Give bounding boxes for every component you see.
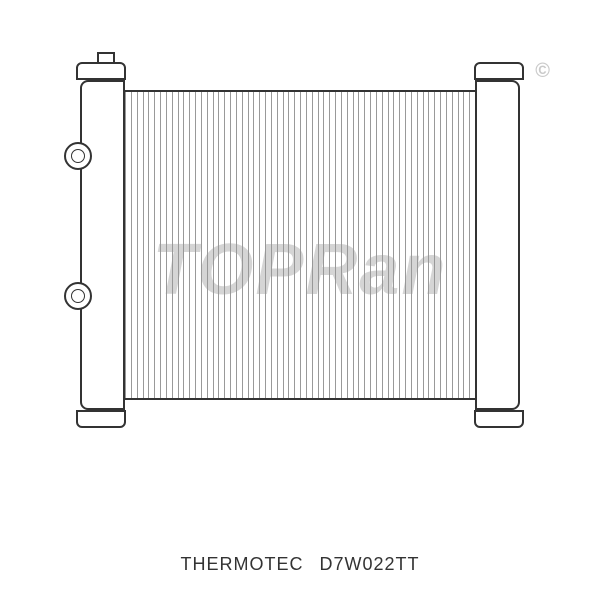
radiator-fin	[189, 92, 190, 398]
radiator-fin	[329, 92, 330, 398]
end-tank-left	[80, 80, 125, 410]
end-tank-right	[475, 80, 520, 410]
radiator-fin	[411, 92, 412, 398]
radiator-fin	[306, 92, 307, 398]
radiator-fin	[358, 92, 359, 398]
radiator-fin	[469, 92, 470, 398]
radiator-fin	[154, 92, 155, 398]
radiator-fin	[300, 92, 301, 398]
radiator-fin	[458, 92, 459, 398]
radiator-fin	[242, 92, 243, 398]
inlet-port	[64, 142, 92, 170]
radiator-fin	[148, 92, 149, 398]
radiator-fin	[440, 92, 441, 398]
radiator-core	[125, 90, 475, 400]
radiator-fin	[388, 92, 389, 398]
radiator-fin	[393, 92, 394, 398]
radiator-fin	[172, 92, 173, 398]
radiator-fin	[335, 92, 336, 398]
diagram-area: TOPRan ©	[30, 30, 570, 510]
brand-name: THERMOTEC	[180, 554, 303, 574]
radiator-fin	[417, 92, 418, 398]
radiator-fin	[218, 92, 219, 398]
radiator-fin	[265, 92, 266, 398]
radiator-fin	[183, 92, 184, 398]
radiator-fin	[428, 92, 429, 398]
radiator-fin	[224, 92, 225, 398]
radiator-drawing	[80, 80, 520, 410]
tank-cap-top-left	[76, 62, 126, 80]
radiator-fin	[288, 92, 289, 398]
radiator-fin	[283, 92, 284, 398]
radiator-fin	[364, 92, 365, 398]
radiator-fin	[213, 92, 214, 398]
outlet-port	[64, 282, 92, 310]
radiator-fin	[353, 92, 354, 398]
radiator-fin	[399, 92, 400, 398]
radiator-fin	[125, 92, 126, 398]
radiator-fin	[452, 92, 453, 398]
radiator-fin	[253, 92, 254, 398]
radiator-fin	[195, 92, 196, 398]
radiator-fin	[137, 92, 138, 398]
radiator-fin	[446, 92, 447, 398]
radiator-fin	[248, 92, 249, 398]
radiator-fin	[341, 92, 342, 398]
radiator-fin	[160, 92, 161, 398]
radiator-fin	[382, 92, 383, 398]
radiator-fin	[271, 92, 272, 398]
radiator-fin	[178, 92, 179, 398]
product-diagram-container: TOPRan © THERMOTEC D7W022TT	[0, 0, 600, 600]
radiator-fin	[143, 92, 144, 398]
radiator-fin	[259, 92, 260, 398]
tank-cap-bottom-left	[76, 410, 126, 428]
copyright-symbol: ©	[535, 60, 550, 83]
tank-cap-bottom-right	[474, 410, 524, 428]
radiator-fin	[376, 92, 377, 398]
radiator-fin	[347, 92, 348, 398]
part-number: D7W022TT	[319, 554, 419, 574]
radiator-fin	[201, 92, 202, 398]
tank-cap-top-right	[474, 62, 524, 80]
product-label: THERMOTEC D7W022TT	[0, 554, 600, 575]
radiator-fin	[131, 92, 132, 398]
radiator-fin	[423, 92, 424, 398]
radiator-fin	[207, 92, 208, 398]
radiator-fin	[323, 92, 324, 398]
radiator-fin	[236, 92, 237, 398]
radiator-fin	[318, 92, 319, 398]
radiator-fin	[463, 92, 464, 398]
radiator-fin	[277, 92, 278, 398]
radiator-fin	[230, 92, 231, 398]
radiator-fin	[405, 92, 406, 398]
radiator-fin	[312, 92, 313, 398]
radiator-fin	[294, 92, 295, 398]
radiator-fin	[434, 92, 435, 398]
radiator-fin	[370, 92, 371, 398]
radiator-fin	[166, 92, 167, 398]
